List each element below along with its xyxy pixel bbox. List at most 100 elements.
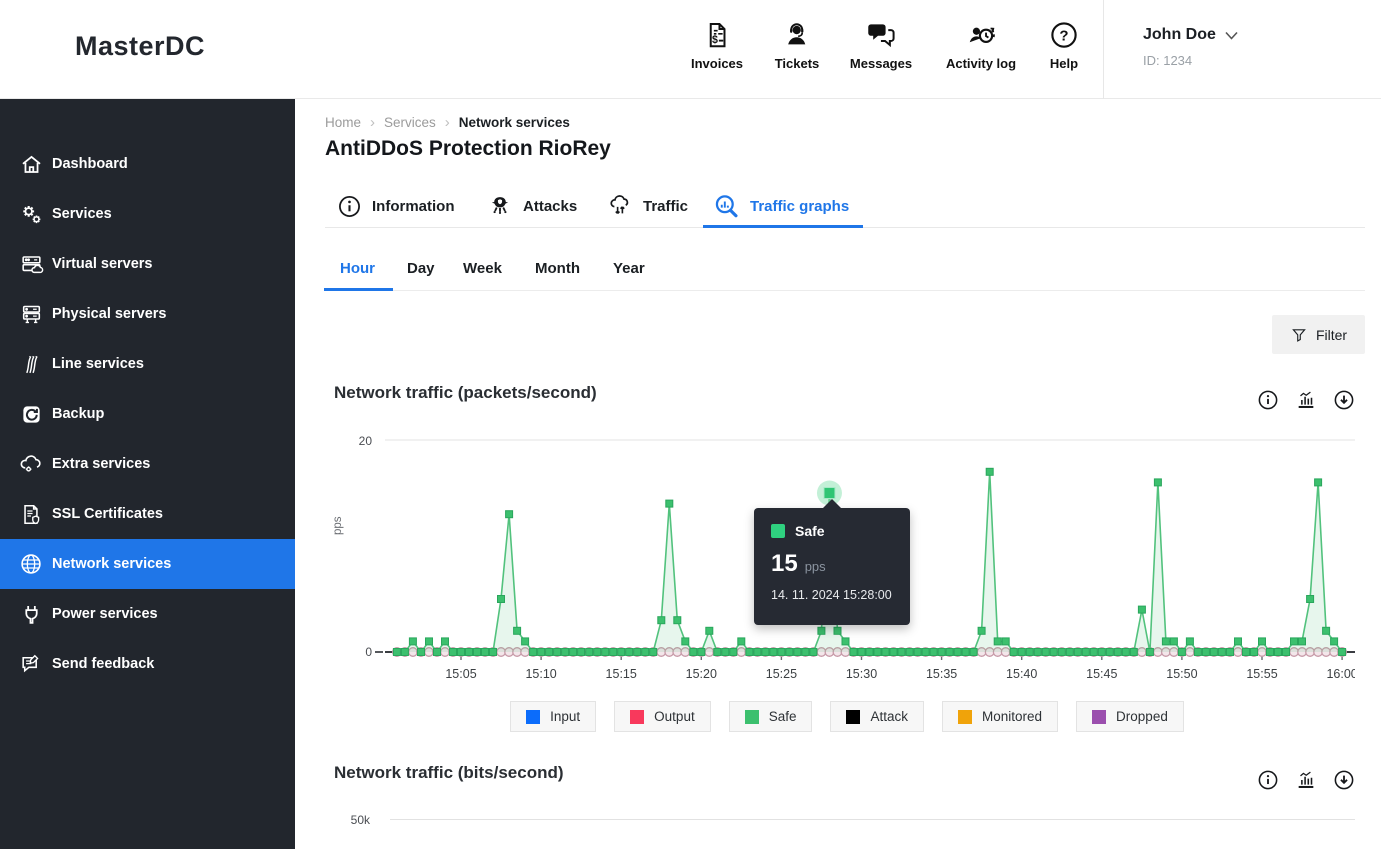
safe-point[interactable] bbox=[753, 648, 762, 656]
legend-item-safe[interactable]: Safe bbox=[728, 701, 813, 732]
safe-point[interactable] bbox=[1242, 648, 1250, 656]
safe-point[interactable] bbox=[1041, 648, 1050, 656]
chart-info-icon[interactable] bbox=[1257, 389, 1279, 411]
safe-point[interactable] bbox=[1290, 637, 1298, 646]
safe-point[interactable] bbox=[665, 499, 674, 508]
safe-point[interactable] bbox=[889, 648, 898, 656]
subtab-hour[interactable]: Hour bbox=[340, 260, 375, 277]
safe-point[interactable] bbox=[473, 648, 481, 656]
safe-point[interactable] bbox=[1193, 648, 1202, 656]
safe-point[interactable] bbox=[1001, 637, 1010, 646]
safe-point[interactable] bbox=[769, 648, 778, 656]
safe-point[interactable] bbox=[577, 648, 586, 656]
safe-point[interactable] bbox=[801, 648, 810, 656]
safe-point[interactable] bbox=[705, 626, 714, 635]
safe-point[interactable] bbox=[521, 637, 530, 646]
masterdc-logo[interactable]: MasterDC bbox=[75, 31, 206, 61]
safe-point[interactable] bbox=[1282, 648, 1290, 656]
safe-point[interactable] bbox=[561, 648, 570, 656]
legend-item-monitored[interactable]: Monitored bbox=[942, 701, 1059, 732]
safe-point[interactable] bbox=[985, 467, 994, 476]
safe-point[interactable] bbox=[865, 648, 874, 656]
safe-point[interactable] bbox=[953, 648, 962, 656]
user-menu[interactable]: John Doe bbox=[1143, 26, 1238, 44]
safe-point[interactable] bbox=[1177, 648, 1186, 656]
safe-point[interactable] bbox=[1226, 648, 1234, 656]
safe-point[interactable] bbox=[1065, 648, 1074, 656]
safe-point[interactable] bbox=[1073, 648, 1082, 656]
safe-point[interactable] bbox=[1217, 648, 1226, 656]
safe-point[interactable] bbox=[1185, 637, 1194, 646]
safe-point[interactable] bbox=[433, 648, 441, 656]
legend-item-input[interactable]: Input bbox=[510, 701, 597, 732]
legend-item-attack[interactable]: Attack bbox=[830, 701, 924, 732]
nav-tickets[interactable]: Tickets bbox=[775, 17, 819, 71]
safe-point[interactable] bbox=[761, 648, 770, 656]
safe-point[interactable] bbox=[449, 648, 457, 656]
safe-point[interactable] bbox=[1009, 648, 1018, 656]
safe-point[interactable] bbox=[625, 648, 634, 656]
safe-point[interactable] bbox=[697, 648, 706, 656]
safe-point[interactable] bbox=[569, 648, 578, 656]
safe-point[interactable] bbox=[441, 637, 449, 646]
safe-point[interactable] bbox=[713, 648, 722, 656]
safe-point[interactable] bbox=[1258, 637, 1266, 646]
safe-point[interactable] bbox=[689, 648, 698, 656]
chart-download-icon[interactable] bbox=[1333, 769, 1355, 791]
safe-point[interactable] bbox=[1017, 648, 1026, 656]
safe-point[interactable] bbox=[529, 648, 538, 656]
safe-point[interactable] bbox=[873, 648, 882, 656]
safe-point[interactable] bbox=[1298, 637, 1306, 646]
sidebar-item-network-services[interactable]: Network services bbox=[0, 539, 295, 589]
safe-point[interactable] bbox=[465, 648, 473, 656]
safe-point[interactable] bbox=[817, 626, 826, 635]
safe-point[interactable] bbox=[809, 648, 818, 656]
safe-point[interactable] bbox=[673, 616, 682, 625]
safe-point[interactable] bbox=[1137, 605, 1146, 614]
nav-activity-log[interactable]: Activity log bbox=[946, 17, 1016, 71]
chart-download-icon[interactable] bbox=[1333, 389, 1355, 411]
safe-point[interactable] bbox=[1209, 648, 1218, 656]
safe-point[interactable] bbox=[633, 648, 642, 656]
tab-traffic-graphs[interactable]: Traffic graphs bbox=[713, 192, 849, 220]
safe-point[interactable] bbox=[585, 648, 594, 656]
safe-point[interactable] bbox=[1153, 478, 1162, 487]
tab-attacks[interactable]: Attacks bbox=[487, 192, 577, 220]
safe-point[interactable] bbox=[913, 648, 922, 656]
traffic-pps-chart[interactable]: 15:05 15:10 15:15 15:20 15:25 15:30 15:35 15:40… bbox=[385, 432, 1355, 682]
safe-point[interactable] bbox=[617, 648, 626, 656]
safe-point[interactable] bbox=[929, 648, 938, 656]
safe-point[interactable] bbox=[497, 595, 505, 603]
chart-type-icon[interactable] bbox=[1295, 769, 1317, 791]
subtab-day[interactable]: Day bbox=[407, 260, 435, 277]
safe-point[interactable] bbox=[945, 648, 954, 656]
safe-point[interactable] bbox=[1113, 648, 1122, 656]
safe-point[interactable] bbox=[1314, 478, 1323, 487]
sidebar-item-virtual-servers[interactable]: Virtual servers bbox=[0, 239, 295, 289]
safe-point[interactable] bbox=[857, 648, 866, 656]
safe-point[interactable] bbox=[457, 648, 465, 656]
safe-point[interactable] bbox=[921, 648, 930, 656]
safe-point[interactable] bbox=[553, 648, 562, 656]
subtab-year[interactable]: Year bbox=[613, 260, 645, 277]
breadcrumb-home[interactable]: Home bbox=[325, 115, 362, 130]
sidebar-item-services[interactable]: Services bbox=[0, 189, 295, 239]
chart-type-icon[interactable] bbox=[1295, 389, 1317, 411]
safe-point[interactable] bbox=[601, 648, 610, 656]
safe-point[interactable] bbox=[513, 626, 522, 635]
legend-item-dropped[interactable]: Dropped bbox=[1076, 701, 1184, 732]
safe-point[interactable] bbox=[937, 648, 946, 656]
safe-point[interactable] bbox=[1129, 648, 1138, 656]
legend-item-output[interactable]: Output bbox=[614, 701, 711, 732]
safe-point[interactable] bbox=[408, 637, 417, 646]
safe-point[interactable] bbox=[777, 648, 786, 656]
safe-point[interactable] bbox=[969, 648, 978, 656]
safe-point[interactable] bbox=[641, 648, 650, 656]
safe-point[interactable] bbox=[849, 648, 858, 656]
sidebar-item-power-services[interactable]: Power services bbox=[0, 589, 295, 639]
subtab-month[interactable]: Month bbox=[535, 260, 580, 277]
safe-point[interactable] bbox=[1025, 648, 1034, 656]
safe-point[interactable] bbox=[1081, 648, 1090, 656]
subtab-week[interactable]: Week bbox=[463, 260, 502, 277]
safe-point[interactable] bbox=[1330, 637, 1339, 646]
